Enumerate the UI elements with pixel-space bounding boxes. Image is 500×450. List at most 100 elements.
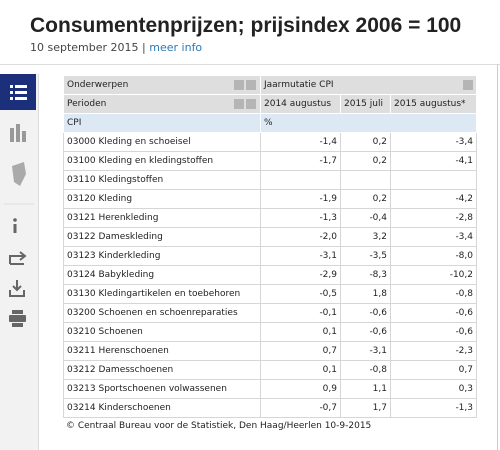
- cell-value: 0,2: [340, 189, 391, 209]
- cell-value: -3,5: [340, 246, 391, 266]
- info-link[interactable]: meer info: [149, 41, 203, 54]
- date: 10 september 2015: [30, 41, 139, 54]
- dimension-label: CPI: [63, 79, 473, 133]
- cell-value: -0,6: [390, 303, 477, 323]
- data-row: 03211 Herenschoenen 0,7 -3,1 -2,3: [63, 341, 477, 361]
- cell-value: -1,7: [260, 151, 341, 171]
- data-row: 03100 Kleding en kledingstoffen -1,7 0,2 -4…: [63, 151, 477, 171]
- cell-value: 1,8: [340, 284, 391, 304]
- cell-value: -3,1: [260, 246, 341, 266]
- sort-icon[interactable]: [246, 99, 256, 109]
- row-label: 03120 Kleding: [63, 189, 261, 209]
- cell-value: 1,7: [340, 398, 391, 418]
- dimension-label: Perioden: [63, 94, 261, 114]
- row-label: 03124 Babykleding: [63, 265, 261, 285]
- cell-value: -0,1: [260, 303, 341, 323]
- table-view-button[interactable]: [0, 74, 36, 110]
- download-button[interactable]: [9, 280, 25, 297]
- data-table: Onderwerpen Jaarmutatie CPI Perioden 2014 a…: [63, 75, 477, 418]
- cell-value: 0,7: [390, 360, 477, 380]
- cell-value: -2,8: [390, 208, 477, 228]
- cell-value: -0,7: [260, 398, 341, 418]
- row-label: 03000 Kleding en schoeisel: [63, 132, 261, 152]
- cell-value: -0,5: [260, 284, 341, 304]
- cell-value: -8,3: [340, 265, 391, 285]
- data-row: 03123 Kinderkleding -3,1 -3,5 -8,0: [63, 246, 477, 266]
- cell-value: -0,8: [340, 360, 391, 380]
- subtitle: 10 september 2015 | meer info: [30, 41, 202, 54]
- panel-edge: [497, 64, 498, 450]
- row-label: 03212 Damesschoenen: [63, 360, 261, 380]
- data-row: 03210 Schoenen 0,1 -0,6 -0,6: [63, 322, 477, 342]
- cell-value: -3,1: [340, 341, 391, 361]
- column-header: 2015 juli: [340, 94, 391, 114]
- sort-icon[interactable]: [234, 99, 244, 109]
- data-row: 03212 Damesschoenen 0,1 -0,8 0,7: [63, 360, 477, 380]
- map-view-button[interactable]: [12, 162, 26, 186]
- cell-value: -0,6: [390, 322, 477, 342]
- row-label: 03110 Kledingstoffen: [63, 170, 261, 190]
- cell-value: -0,8: [390, 284, 477, 304]
- dimension-row: Perioden 2014 augustus 2015 juli 2015 augus…: [63, 94, 477, 114]
- cell-value: 0,3: [390, 379, 477, 399]
- column-header: 2015 augustus*: [390, 94, 477, 114]
- row-label: 03121 Herenkleding: [63, 208, 261, 228]
- data-row: 03214 Kinderschoenen -0,7 1,7 -1,3: [63, 398, 477, 418]
- sort-icon[interactable]: [246, 80, 256, 90]
- cell-value: -3,4: [390, 227, 477, 247]
- cell-value: -0,4: [340, 208, 391, 228]
- cell-value: 1,1: [340, 379, 391, 399]
- cell-value: -4,2: [390, 189, 477, 209]
- footer: © Centraal Bureau voor de Statistiek, De…: [66, 421, 372, 431]
- cell-value: -4,1: [390, 151, 477, 171]
- cell-value: -0,6: [340, 322, 391, 342]
- separator: |: [142, 41, 146, 54]
- cell-value: -10,2: [390, 265, 477, 285]
- header-rule: [0, 64, 500, 65]
- cell-value: 0,7: [260, 341, 341, 361]
- sidebar: [0, 74, 39, 450]
- cell-value: -2,3: [390, 341, 477, 361]
- chart-view-button[interactable]: [10, 124, 26, 142]
- data-row: 03124 Babykleding -2,9 -8,3 -10,2: [63, 265, 477, 285]
- cell-value: 0,2: [340, 132, 391, 152]
- unit: %: [260, 113, 477, 133]
- data-row: 03110 Kledingstoffen: [63, 170, 477, 190]
- cell-value: -3,4: [390, 132, 477, 152]
- row-label: 03130 Kledingartikelen en toebehoren: [63, 284, 261, 304]
- cell-value: -1,4: [260, 132, 341, 152]
- data-row: 03000 Kleding en schoeisel -1,4 0,2 -3,4: [63, 132, 477, 152]
- share-button[interactable]: [9, 251, 27, 265]
- data-row: 03213 Sportschoenen volwassenen 0,9 1,1 0,3: [63, 379, 477, 399]
- row-label: 03211 Herenschoenen: [63, 341, 261, 361]
- dimension-value: Jaarmutatie CPI: [260, 75, 477, 95]
- dimension-row: Onderwerpen Jaarmutatie CPI: [63, 75, 477, 95]
- dimension-row: CPI%: [63, 79, 477, 133]
- cell-value: -1,3: [260, 208, 341, 228]
- cell-value: 0,1: [260, 360, 341, 380]
- print-button[interactable]: [9, 310, 26, 327]
- row-label: 03122 Dameskleding: [63, 227, 261, 247]
- cell-value: 0,1: [260, 322, 341, 342]
- row-label: 03100 Kleding en kledingstoffen: [63, 151, 261, 171]
- sidebar-icons: [0, 74, 36, 327]
- data-row: 03200 Schoenen en schoenreparaties -0,1 -0…: [63, 303, 477, 323]
- data-row: 03122 Dameskleding -2,0 3,2 -3,4: [63, 227, 477, 247]
- cell-value: -2,9: [260, 265, 341, 285]
- cell-value: 0,2: [340, 151, 391, 171]
- column-header: 2014 augustus: [260, 94, 341, 114]
- data-row: 03120 Kleding -1,9 0,2 -4,2: [63, 189, 477, 209]
- cell-value: -8,0: [390, 246, 477, 266]
- info-button[interactable]: [13, 218, 17, 233]
- cell-value: -1,9: [260, 189, 341, 209]
- title: Consumentenprijzen; prijsindex 2006 = 10…: [30, 14, 462, 37]
- row-label: 03213 Sportschoenen volwassenen: [63, 379, 261, 399]
- data-row: 03130 Kledingartikelen en toebehoren -0,5…: [63, 284, 477, 304]
- dimension-label: Onderwerpen: [63, 75, 261, 95]
- cell-value: -2,0: [260, 227, 341, 247]
- cell-value: [260, 170, 341, 190]
- row-label: 03210 Schoenen: [63, 322, 261, 342]
- cell-value: [340, 170, 391, 190]
- sort-icon[interactable]: [234, 80, 244, 90]
